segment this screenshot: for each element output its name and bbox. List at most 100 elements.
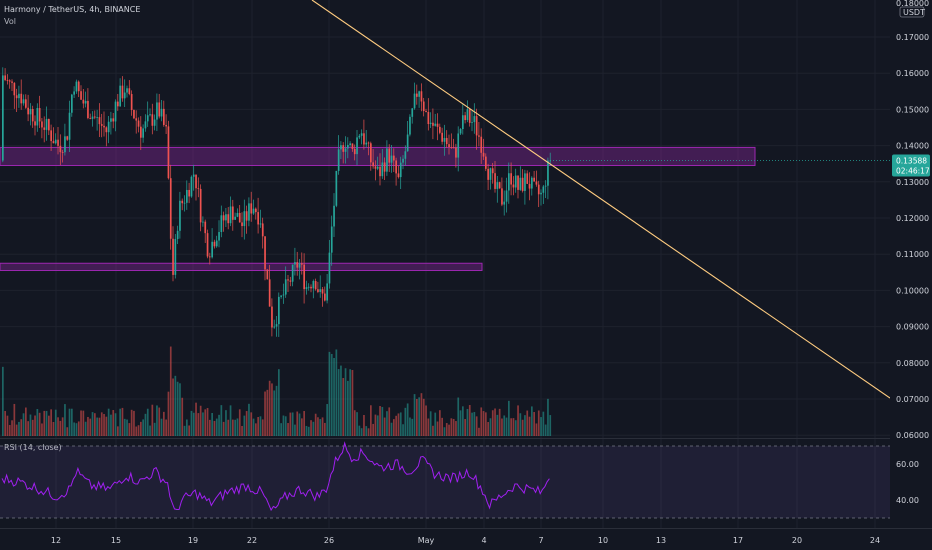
- rsi-line: [1, 441, 550, 512]
- candle-body: [211, 241, 213, 258]
- volume-bar: [172, 378, 174, 436]
- candle-body: [301, 263, 303, 265]
- trendline[interactable]: [311, 0, 891, 399]
- volume-bar: [353, 410, 356, 436]
- symbol-legend[interactable]: Harmony / TetherUS, 4h, BINANCE: [4, 5, 141, 14]
- candle-body: [133, 109, 135, 119]
- volume-bar: [45, 410, 48, 436]
- candle-body: [468, 109, 471, 123]
- volume-bar: [245, 411, 248, 436]
- volume-bar: [491, 410, 494, 436]
- candle-body: [66, 136, 69, 140]
- volume-bar: [153, 422, 156, 436]
- candle-body: [266, 269, 269, 280]
- volume-bar: [452, 418, 455, 436]
- time-axis[interactable]: 12 15 19 22 26 May 4 7 10 13 17 20 24: [0, 528, 932, 550]
- candle-body: [487, 168, 489, 180]
- volume-bar: [229, 405, 232, 436]
- candle-body: [452, 147, 455, 149]
- candle-body: [232, 206, 234, 220]
- candle-body: [183, 202, 186, 204]
- candle-body: [241, 222, 243, 227]
- volume-bar: [114, 413, 117, 436]
- candle-body: [294, 262, 296, 265]
- candle-body: [349, 143, 351, 145]
- candle-body: [160, 108, 163, 117]
- volume-bar: [448, 424, 450, 436]
- volume-bar: [43, 410, 46, 436]
- price-tick-label: 0.09000: [896, 323, 929, 332]
- price-zones[interactable]: [0, 146, 890, 271]
- volume-bar: [57, 417, 59, 436]
- volume-bar: [501, 418, 503, 436]
- rsi-legend[interactable]: RSI (14, close): [4, 443, 62, 452]
- volume-bar: [206, 408, 209, 436]
- candle-body: [441, 132, 443, 142]
- candle-body: [84, 100, 87, 104]
- candle-body: [188, 189, 190, 197]
- volume-bar: [319, 419, 322, 436]
- candle-body: [519, 177, 522, 190]
- volume-bar: [135, 426, 138, 436]
- candle-body: [167, 126, 170, 179]
- volume-bar: [137, 425, 140, 436]
- candle-body: [372, 162, 374, 167]
- candle-body: [41, 121, 43, 128]
- volume-bar: [54, 409, 57, 436]
- volume-bar: [271, 383, 273, 436]
- candle-body: [202, 221, 204, 223]
- volume-bar: [243, 415, 246, 436]
- volume-bar: [227, 419, 230, 436]
- candle-body: [50, 130, 52, 142]
- volume-bar: [443, 427, 446, 436]
- candle-body: [114, 101, 117, 122]
- volume-legend[interactable]: Vol: [4, 17, 16, 26]
- currency-label: USDT: [903, 8, 925, 17]
- volume-bar: [105, 416, 108, 436]
- volume-bar: [450, 418, 453, 436]
- candle-body: [365, 142, 368, 145]
- candle-body: [43, 127, 46, 130]
- price-tick-label: 0.16000: [896, 69, 929, 78]
- candle-body: [275, 324, 278, 327]
- volume-bar: [310, 420, 312, 436]
- volume-bar: [494, 408, 496, 436]
- candle-body: [314, 281, 317, 290]
- candle-body: [383, 162, 386, 172]
- volume-bar: [123, 418, 126, 436]
- volume-bar: [174, 375, 177, 436]
- candle-body: [199, 188, 202, 223]
- price-tick-label: 0.06000: [896, 431, 929, 440]
- candle-body: [25, 99, 27, 108]
- candle-body: [448, 144, 450, 148]
- candle-body: [252, 208, 255, 214]
- volume-bars: [2, 346, 552, 436]
- candle-body: [459, 129, 462, 134]
- candle-body: [87, 100, 89, 119]
- volume-bar: [140, 421, 142, 436]
- time-tick-label: 17: [733, 536, 743, 545]
- volume-bar: [372, 423, 374, 436]
- volume-bar: [68, 408, 71, 436]
- candle-body: [422, 101, 425, 112]
- candle-body: [445, 137, 448, 145]
- candle-body: [73, 91, 75, 95]
- volume-bar: [18, 421, 20, 436]
- candle-body: [549, 160, 552, 162]
- volume-bar: [264, 391, 266, 436]
- candle-body: [326, 283, 328, 301]
- volume-bar: [328, 351, 331, 436]
- volume-bar: [503, 415, 506, 436]
- volume-bar: [273, 390, 276, 436]
- volume-bar: [462, 406, 464, 436]
- volume-bar: [183, 425, 186, 436]
- rsi-pane: [0, 438, 932, 519]
- candle-body: [505, 190, 508, 202]
- candle-body: [501, 188, 503, 205]
- price-axis[interactable]: 0.17000 0.16000 0.15000 0.14000 0.13000 0.120…: [890, 0, 932, 550]
- volume-bar: [126, 419, 128, 436]
- volume-bar: [441, 417, 443, 436]
- volume-bar: [404, 407, 407, 436]
- volume-bar: [2, 366, 4, 436]
